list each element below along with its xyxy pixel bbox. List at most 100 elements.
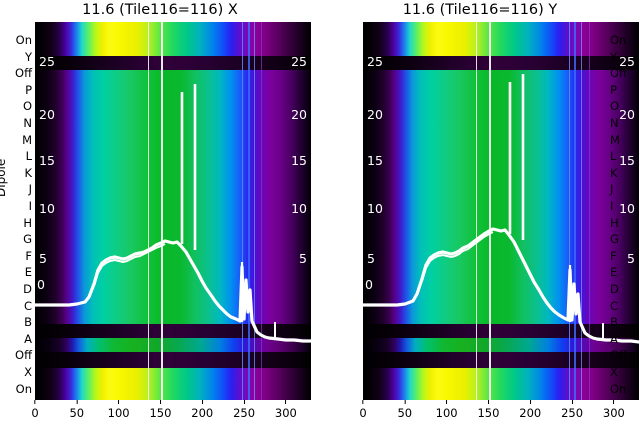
x-axis-panel-x: 0 50 100 150 200 250 300 (31, 400, 311, 440)
y-tick-left-1: 20 (367, 107, 383, 122)
x-tick-4: 200 (191, 400, 213, 420)
cat-left-item-8: K (24, 165, 32, 180)
y-axis-label: Dipole (0, 158, 8, 197)
panel-y-title: 11.6 (Tile116=116) Y (402, 2, 558, 18)
cat-right-item-21: On (610, 381, 627, 396)
cat-right-item-9: J (610, 182, 614, 197)
x-tick-4: 200 (519, 400, 541, 420)
cat-left-item-17: B (24, 315, 32, 330)
x-tick-1: 50 (69, 400, 84, 420)
heatmap-band-main-field (35, 70, 311, 324)
heatmap-band-bottom-strip (363, 368, 639, 400)
y-tick-right-4: 5 (299, 251, 307, 266)
cat-right-item-20: X (610, 365, 618, 379)
y-tick-left-2: 15 (367, 153, 383, 168)
x-tick-2: 100 (108, 400, 130, 420)
y-tick-right-0: 25 (619, 54, 635, 69)
heatmap-band-bottom-strip (35, 368, 311, 400)
cat-right-item-14: E (610, 265, 618, 280)
cat-left-item-18: A (24, 331, 32, 346)
y-tick-zero-left: 0 (37, 277, 45, 292)
category-axis-left: Dipole On Y Off P O N M L K J I H G F E D C B A Off X On (0, 22, 34, 400)
heatmap-band-dark-gap-3 (363, 352, 639, 368)
cat-right-item-12: G (610, 232, 619, 247)
y-tick-right-1: 20 (619, 107, 635, 122)
x-tick-6: 300 (603, 400, 625, 420)
cat-left-item-21: On (15, 381, 32, 396)
cat-left-item-1: Y (24, 49, 32, 64)
cat-right-item-16: C (610, 298, 619, 313)
y-tick-right-1: 20 (291, 107, 307, 122)
y-tick-right-2: 15 (619, 153, 635, 168)
y-tick-right-4: 5 (627, 251, 635, 266)
cat-right-item-0: On (610, 33, 627, 47)
cat-left-item-2: Off (15, 66, 32, 81)
heatmap-band-main-field (363, 70, 639, 324)
cat-left-item-4: O (22, 99, 32, 114)
x-tick-5: 250 (233, 400, 255, 420)
x-tick-5: 250 (561, 400, 583, 420)
cat-right-item-8: K (610, 165, 618, 180)
heatmap-band-top-strip (35, 22, 311, 56)
cat-left-item-9: J (28, 182, 32, 197)
panel-x: 11.6 (Tile116=116) X (31, 2, 311, 440)
y-tick-left-3: 10 (39, 201, 55, 216)
y-tick-left-4: 5 (367, 251, 375, 266)
cat-right-item-10: I (610, 199, 614, 213)
cat-right-item-4: O (610, 99, 620, 114)
category-axis-right: On Y Off P O N M L K J I H G F E D C B A Off X On (604, 22, 638, 400)
y-tick-left-0: 25 (39, 54, 55, 69)
heatmap-band-dark-gap-1 (363, 56, 639, 70)
y-tick-zero-right: 0 (365, 277, 373, 292)
cat-right-item-7: L (610, 149, 617, 164)
x-tick-0: 0 (359, 400, 367, 420)
cat-right-item-15: D (610, 282, 619, 296)
cat-left-item-12: G (23, 232, 32, 247)
data-curve-y (363, 74, 639, 344)
y-tick-right-3: 10 (291, 201, 307, 216)
panel-x-plot-area: 25 20 15 10 5 25 20 15 10 5 0 (35, 22, 311, 400)
cat-left-item-10: I (28, 199, 32, 213)
panel-x-title: 11.6 (Tile116=116) X (82, 2, 238, 18)
y-tick-left-2: 15 (39, 153, 55, 168)
y-tick-left-3: 10 (367, 201, 383, 216)
cat-right-item-5: N (610, 116, 619, 130)
cat-right-item-19: Off (610, 348, 627, 363)
y-tick-left-4: 5 (39, 251, 47, 266)
cat-right-item-2: Off (610, 66, 627, 81)
cat-right-item-13: F (610, 248, 617, 263)
y-tick-left-0: 25 (367, 54, 383, 69)
heatmap-band-dark-gap-2 (363, 324, 639, 338)
cat-left-item-19: Off (15, 348, 32, 363)
data-curve-x (35, 84, 311, 343)
cat-left-item-3: P (25, 82, 32, 97)
x-tick-2: 100 (436, 400, 458, 420)
cat-left-item-20: X (24, 365, 32, 379)
cat-right-item-3: P (610, 82, 617, 97)
heatmap-band-top-strip (363, 22, 639, 56)
cat-left-item-6: M (22, 132, 32, 147)
x-tick-3: 150 (477, 400, 499, 420)
y-tick-left-1: 20 (39, 107, 55, 122)
panel-y: 11.6 (Tile116=116) Y (320, 0, 640, 440)
cat-left-item-7: L (25, 149, 32, 164)
heatmap-band-low-strip (363, 338, 639, 352)
x-tick-6: 300 (275, 400, 297, 420)
cat-left-item-11: H (23, 215, 32, 230)
cat-left-item-0: On (15, 33, 32, 47)
y-tick-right-3: 10 (619, 201, 635, 216)
panel-y-plot-area: 25 20 15 10 5 25 20 15 10 5 0 (363, 22, 639, 400)
y-tick-right-0: 25 (291, 54, 307, 69)
cat-right-item-6: M (610, 132, 620, 147)
y-tick-right-2: 15 (291, 153, 307, 168)
cat-right-item-17: B (610, 315, 618, 330)
cat-left-item-13: F (25, 248, 32, 263)
cat-right-item-1: Y (610, 49, 618, 64)
cat-left-item-15: D (23, 282, 32, 296)
x-axis-panel-y: 0 50 100 150 200 250 300 (359, 400, 639, 440)
x-tick-3: 150 (149, 400, 171, 420)
x-tick-0: 0 (31, 400, 39, 420)
cat-left-item-5: N (23, 116, 32, 130)
cat-right-item-18: A (610, 331, 618, 346)
